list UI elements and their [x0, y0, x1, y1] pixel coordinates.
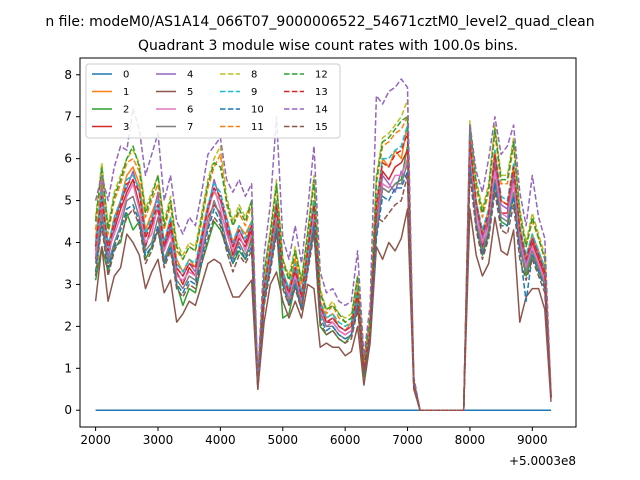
series-line-3 [94, 145, 552, 411]
y-tick-label: 4 [64, 236, 72, 250]
legend-label-3: 3 [123, 122, 129, 133]
legend-label-13: 13 [315, 87, 328, 98]
y-tick-label: 8 [64, 68, 72, 82]
y-tick-label: 5 [64, 194, 72, 208]
figure-suptitle: n file: modeM0/AS1A14_066T07_9000006522_… [45, 14, 594, 30]
y-tick-label: 3 [64, 277, 72, 291]
legend-label-11: 11 [251, 122, 264, 133]
x-tick-label: 9000 [517, 433, 548, 447]
x-axis-offset-label: +5.0003e8 [509, 454, 576, 468]
x-tick-label: 8000 [455, 433, 486, 447]
y-tick-label: 6 [64, 152, 72, 166]
series-line-13 [94, 132, 552, 411]
x-tick-label: 2000 [80, 433, 111, 447]
y-tick-label: 7 [64, 110, 72, 124]
legend-label-0: 0 [123, 70, 129, 81]
legend-frame [85, 63, 341, 139]
x-tick-label: 6000 [330, 433, 361, 447]
x-tick-label: 3000 [143, 433, 174, 447]
x-axis: 2000 3000 4000 5000 6000 7000 8000 9000 [80, 427, 548, 447]
series-line-15 [94, 174, 552, 411]
chart-title: Quadrant 3 module wise count rates with … [138, 38, 518, 54]
y-tick-label: 2 [64, 319, 72, 333]
series-layer [94, 78, 552, 411]
x-tick-label: 5000 [267, 433, 298, 447]
series-line-6 [94, 153, 552, 411]
legend-label-9: 9 [251, 87, 257, 98]
series-line-2 [94, 145, 552, 411]
series-line-14 [94, 78, 552, 411]
y-axis: 0 1 2 3 4 5 6 7 8 [64, 68, 80, 417]
legend-label-7: 7 [187, 122, 193, 133]
series-line-5 [94, 208, 552, 411]
legend-label-1: 1 [123, 87, 129, 98]
x-tick-label: 7000 [392, 433, 423, 447]
legend-label-4: 4 [187, 70, 193, 81]
series-line-12 [94, 115, 552, 411]
legend-label-15: 15 [315, 122, 328, 133]
y-tick-label: 1 [64, 361, 72, 375]
y-tick-label: 0 [64, 403, 72, 417]
legend-label-5: 5 [187, 87, 193, 98]
legend-label-2: 2 [123, 105, 129, 116]
legend-label-10: 10 [251, 105, 264, 116]
legend-label-8: 8 [251, 70, 257, 81]
legend-label-6: 6 [187, 105, 193, 116]
legend-label-14: 14 [315, 105, 328, 116]
legend-label-12: 12 [315, 70, 328, 81]
x-tick-label: 4000 [205, 433, 236, 447]
